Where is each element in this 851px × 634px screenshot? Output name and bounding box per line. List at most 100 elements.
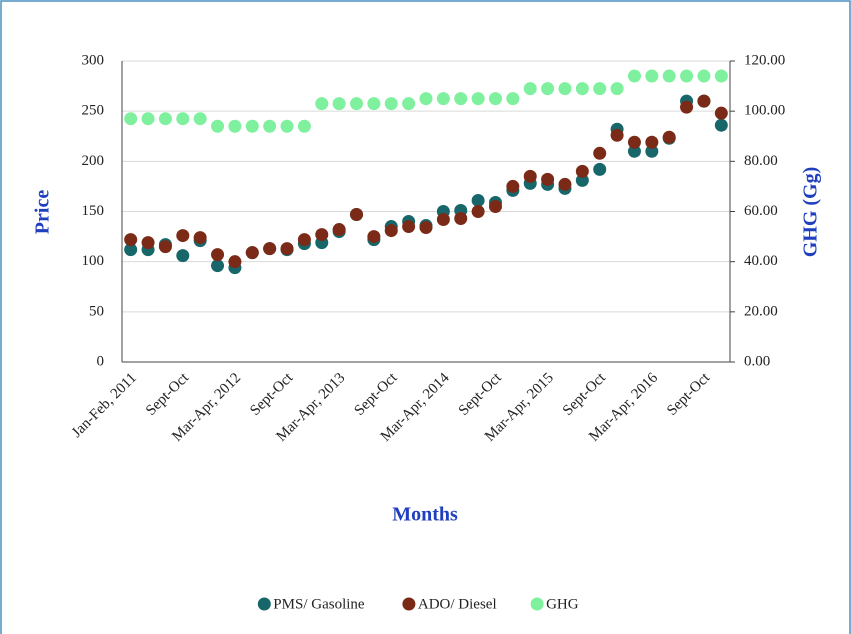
legend-label: GHG	[546, 596, 579, 612]
point	[297, 233, 311, 247]
point	[436, 92, 450, 106]
point	[645, 69, 659, 83]
y2-tick-label: 20.00	[744, 303, 778, 319]
point	[558, 82, 572, 96]
point	[697, 69, 711, 83]
point	[176, 249, 190, 263]
point	[541, 172, 555, 186]
point	[488, 199, 502, 213]
point	[610, 82, 624, 96]
y2-tick-label: 40.00	[744, 253, 778, 269]
y2-tick-label: 0.00	[744, 353, 770, 369]
point	[454, 212, 468, 226]
point	[575, 82, 589, 96]
point	[627, 144, 641, 158]
point	[193, 231, 207, 245]
point	[593, 82, 607, 96]
point	[141, 112, 155, 126]
point	[384, 97, 398, 111]
y-tick-label: 150	[82, 203, 105, 219]
point	[610, 128, 624, 142]
point	[124, 233, 138, 247]
point	[714, 118, 728, 132]
point	[575, 164, 589, 178]
y-tick-label: 0	[97, 353, 105, 369]
point	[332, 97, 346, 111]
point	[367, 230, 381, 244]
y-tick-label: 200	[82, 153, 105, 169]
point	[176, 229, 190, 243]
point	[176, 112, 190, 126]
point	[158, 112, 172, 126]
point	[419, 92, 433, 106]
point	[471, 193, 485, 207]
y2-tick-label: 120.00	[744, 52, 785, 68]
x-tick-label: Sept-Oct	[351, 369, 401, 419]
point	[541, 82, 555, 96]
x-tick-label: Jan-Feb, 2011	[69, 370, 140, 441]
point	[297, 119, 311, 133]
point	[280, 119, 294, 133]
point	[263, 242, 277, 256]
point	[245, 246, 259, 260]
point	[350, 97, 364, 111]
point	[211, 119, 225, 133]
point	[228, 119, 242, 133]
y2-tick-label: 60.00	[744, 203, 778, 219]
point	[211, 248, 225, 262]
y2-tick-label: 100.00	[744, 103, 785, 119]
point	[662, 130, 676, 144]
point	[627, 69, 641, 83]
point	[245, 119, 259, 133]
point	[593, 162, 607, 176]
point	[419, 221, 433, 235]
legend-marker	[530, 597, 544, 611]
x-axis-label: Months	[392, 504, 458, 526]
point	[124, 243, 138, 257]
point	[454, 92, 468, 106]
y2-tick-label: 80.00	[744, 153, 778, 169]
point	[350, 208, 364, 222]
point	[593, 146, 607, 160]
y-axis-label: Price	[32, 190, 54, 235]
point	[680, 69, 694, 83]
y2-axis-label: GHG (Gg)	[800, 167, 822, 258]
point	[471, 92, 485, 106]
point	[714, 69, 728, 83]
point	[662, 69, 676, 83]
x-tick-label: Sept-Oct	[143, 369, 193, 419]
point	[193, 112, 207, 126]
point	[697, 94, 711, 108]
point	[714, 106, 728, 120]
y-tick-label: 50	[89, 303, 104, 319]
point	[228, 255, 242, 269]
point	[315, 97, 329, 111]
legend-label: PMS/ Gasoline	[273, 596, 365, 612]
point	[645, 135, 659, 149]
point	[211, 259, 225, 273]
point	[575, 173, 589, 187]
point	[402, 97, 416, 111]
point	[471, 205, 485, 218]
x-tick-label: Sept-Oct	[456, 369, 506, 419]
point	[402, 220, 416, 234]
x-tick-label: Sept-Oct	[664, 369, 714, 419]
y-tick-label: 100	[82, 253, 105, 269]
point	[436, 213, 450, 227]
point	[158, 240, 172, 254]
point	[332, 223, 346, 237]
point	[627, 135, 641, 149]
point	[506, 92, 520, 106]
legend-marker	[257, 597, 271, 611]
point	[558, 177, 572, 191]
point	[280, 242, 294, 256]
y-tick-label: 250	[82, 103, 105, 119]
legend-label: ADO/ Diesel	[418, 596, 497, 612]
point	[315, 228, 329, 242]
point	[506, 179, 520, 193]
point	[367, 97, 381, 111]
point	[384, 224, 398, 238]
point	[124, 112, 138, 126]
